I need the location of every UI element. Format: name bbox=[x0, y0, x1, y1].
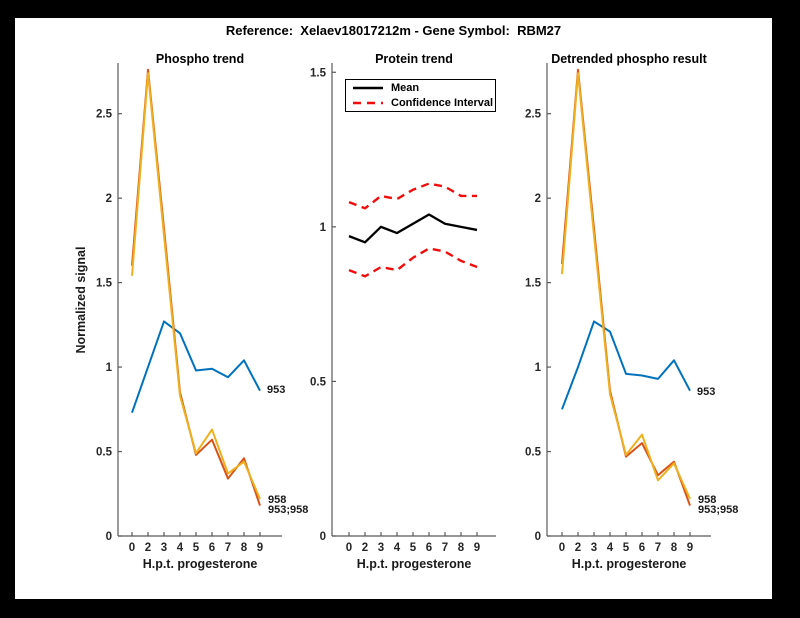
protein-trend-series-confidence-interval-lower-line bbox=[348, 247, 478, 278]
protein-trend-y-tick-label: 1 bbox=[320, 222, 327, 234]
phospho-trend-series-958-line bbox=[131, 72, 261, 500]
detrended-phospho-result-x-tick-label: 8 bbox=[671, 542, 678, 554]
line-label-953-left: 953 bbox=[267, 384, 286, 396]
detrended-phospho-result-y-tick-label: 0.5 bbox=[525, 447, 542, 459]
phospho-trend-series-953-958-line bbox=[131, 68, 261, 506]
phospho-trend-x-tick-label: 7 bbox=[225, 542, 231, 554]
protein-trend-x-tick-label: 4 bbox=[394, 542, 401, 554]
line-label-953-958-right: 953;958 bbox=[698, 504, 739, 516]
plots-canvas: 00.511.522.50 2 3 4 5 6 7 8 900.511.50 2 3 4 5 6 7 8 900… bbox=[96, 63, 711, 554]
legend-label-confidence-interval: Confidence Interval bbox=[391, 97, 494, 109]
protein-x-axis-label: H.p.t. progesterone bbox=[356, 557, 472, 571]
detrended-phospho-result-series-953-line bbox=[561, 320, 691, 410]
phospho-trend-x-tick-label: 2 bbox=[145, 542, 151, 554]
protein-trend-x-tick-label: 9 bbox=[474, 542, 480, 554]
phospho-trend-x-tick-label: 4 bbox=[177, 542, 184, 554]
protein-trend-x-tick-label: 0 bbox=[346, 542, 352, 554]
figure-title: Reference: Xelaev18017212m - Gene Symbol… bbox=[225, 23, 562, 38]
phospho-trend-x-tick-label: 9 bbox=[257, 542, 263, 554]
protein-trend-y-tick-label: 0 bbox=[320, 531, 326, 543]
detrended-phospho-result-series-958-line bbox=[561, 72, 691, 500]
detrended-phospho-result-x-tick-label: 7 bbox=[655, 542, 661, 554]
phospho-trend-y-tick-label: 1.5 bbox=[96, 278, 113, 290]
protein-trend-x-tick-label: 7 bbox=[442, 542, 448, 554]
line-label-953-958-left: 953;958 bbox=[268, 504, 309, 516]
legend-row-confidence-interval: Confidence Interval bbox=[346, 96, 495, 111]
phospho-trend-y-tick-label: 2.5 bbox=[96, 109, 113, 121]
phospho-trend-x-tick-label: 5 bbox=[193, 542, 200, 554]
detrended-phospho-result-y-tick-label: 1.5 bbox=[525, 278, 542, 290]
phospho-trend-x-tick-label: 6 bbox=[209, 542, 215, 554]
phospho-trend-y-tick-label: 1 bbox=[106, 362, 113, 374]
protein-trend-title: Protein trend bbox=[375, 52, 453, 66]
phospho-trend-y-tick-label: 0.5 bbox=[96, 447, 113, 459]
detrended-phospho-result-x-tick-label: 6 bbox=[639, 542, 645, 554]
detrended-phospho-result-x-tick-label: 2 bbox=[575, 542, 581, 554]
detrended-phospho-result-x-tick-label: 0 bbox=[559, 542, 565, 554]
protein-trend-x-tick-label: 3 bbox=[378, 542, 384, 554]
detrended-phospho-result-series-953-958-line bbox=[561, 68, 691, 506]
detrended-phospho-result-x-tick-label: 3 bbox=[591, 542, 597, 554]
phospho-trend-title: Phospho trend bbox=[155, 52, 245, 66]
mean-line-sample-icon bbox=[353, 86, 383, 90]
protein-trend-y-tick-label: 0.5 bbox=[310, 376, 327, 388]
detrended-phospho-result-x-tick-label: 9 bbox=[687, 542, 693, 554]
detrended-phospho-result-y-tick-label: 2 bbox=[535, 193, 541, 205]
protein-trend-y-tick-label: 1.5 bbox=[310, 67, 327, 79]
protein-trend-x-tick-label: 6 bbox=[426, 542, 432, 554]
protein-trend-x-tick-label: 8 bbox=[458, 542, 465, 554]
detrended-phospho-result-y-tick-label: 1 bbox=[535, 362, 542, 374]
line-label-953-right: 953 bbox=[697, 386, 716, 398]
phospho-trend-y-tick-label: 2 bbox=[106, 193, 112, 205]
detrended-phospho-title: Detrended phospho result bbox=[551, 52, 707, 66]
protein-trend-series-mean-line bbox=[348, 213, 478, 244]
legend-label-mean: Mean bbox=[391, 82, 420, 94]
phospho-trend-y-tick-label: 0 bbox=[106, 531, 112, 543]
phospho-trend-x-tick-label: 3 bbox=[161, 542, 167, 554]
phospho-trend-x-tick-label: 0 bbox=[129, 542, 135, 554]
phospho-trend-series-953-line bbox=[131, 320, 261, 414]
phospho-trend-x-tick-label: 8 bbox=[241, 542, 248, 554]
line-label-958-right: 958 bbox=[698, 494, 717, 506]
protein-trend-series-confidence-interval-upper-line bbox=[348, 182, 477, 210]
protein-trend-x-tick-label: 2 bbox=[362, 542, 368, 554]
legend-row-mean: Mean bbox=[346, 81, 495, 96]
detrended-phospho-result-y-tick-label: 2.5 bbox=[525, 109, 542, 121]
detrended-phospho-result-x-tick-label: 4 bbox=[607, 542, 614, 554]
detrended-x-axis-label: H.p.t. progesterone bbox=[571, 557, 687, 571]
legend-box: Mean Confidence Interval bbox=[345, 79, 496, 112]
detrended-phospho-result-y-tick-label: 0 bbox=[535, 531, 541, 543]
detrended-phospho-result-x-tick-label: 5 bbox=[623, 542, 630, 554]
confidence-interval-dash-sample-icon bbox=[353, 101, 383, 105]
figure-canvas: Reference: Xelaev18017212m - Gene Symbol… bbox=[15, 18, 772, 599]
protein-trend-x-tick-label: 5 bbox=[410, 542, 417, 554]
line-label-958-left: 958 bbox=[268, 494, 287, 506]
phospho-x-axis-label: H.p.t. progesterone bbox=[142, 557, 258, 571]
